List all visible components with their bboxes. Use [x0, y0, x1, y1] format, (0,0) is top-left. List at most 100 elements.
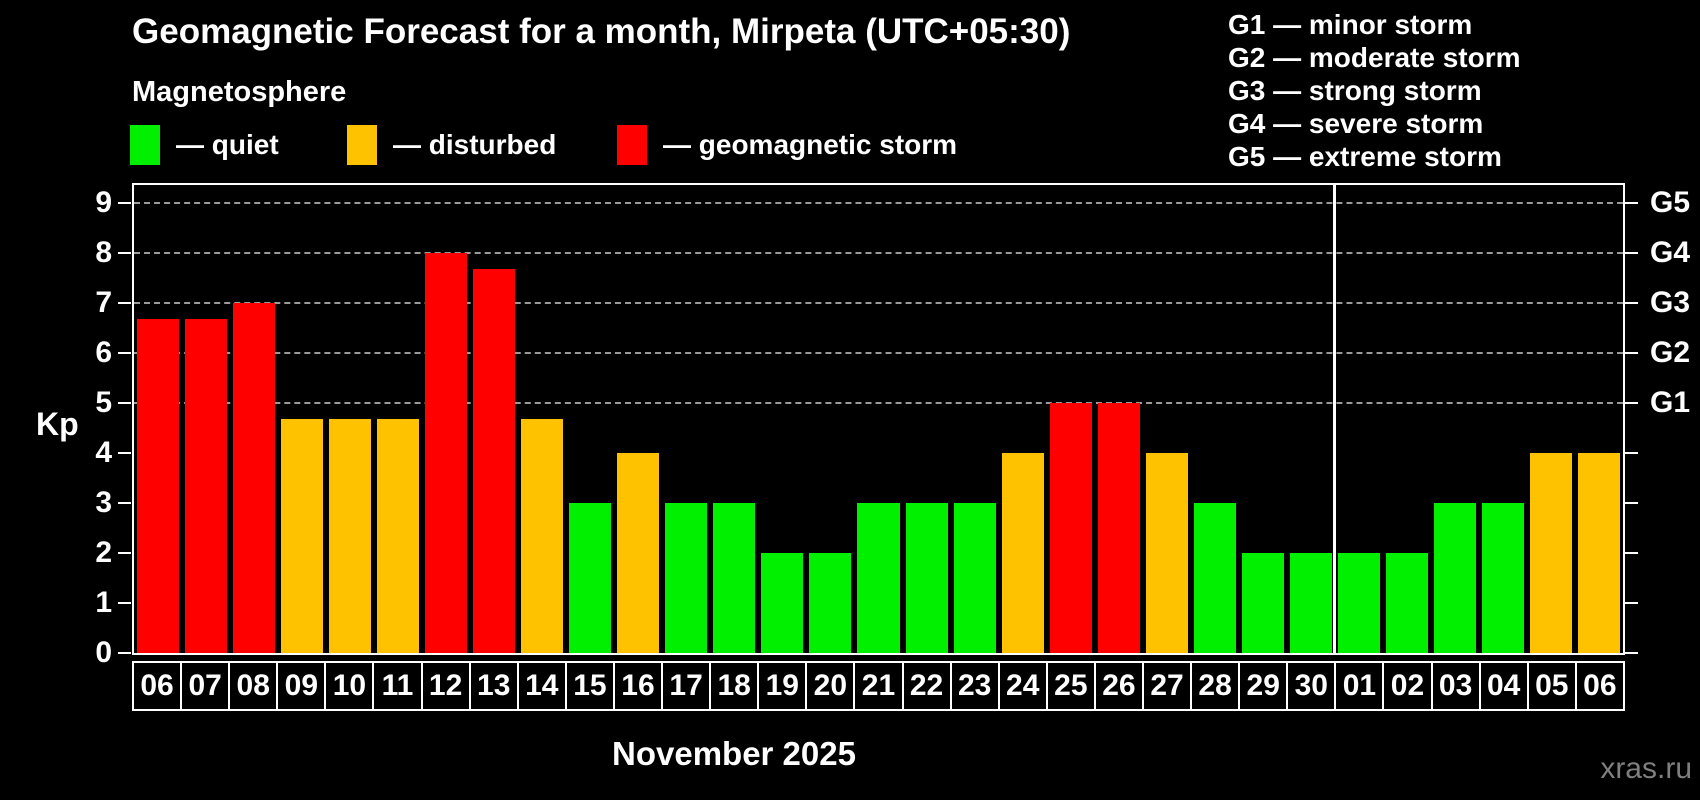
bar-day-11 — [377, 419, 420, 653]
gridline-kp-7 — [134, 302, 1623, 304]
day-cell-nov-24: 24 — [999, 663, 1048, 709]
day-cell-nov-16: 16 — [614, 663, 664, 709]
month-separator-line — [1333, 185, 1337, 653]
y-tick-label-0: 0 — [95, 636, 112, 669]
y-tick-label-5: 5 — [95, 386, 112, 419]
left-tick-1 — [118, 602, 131, 604]
day-cell-nov-29: 29 — [1240, 663, 1289, 709]
disturbed-swatch-icon — [347, 125, 377, 165]
day-cell-nov-10: 10 — [326, 663, 375, 709]
y-tick-label-7: 7 — [95, 286, 112, 319]
right-tick-6 — [1625, 352, 1638, 354]
day-cell-nov-09: 09 — [278, 663, 327, 709]
y-tick-label-2: 2 — [95, 536, 112, 569]
day-cell-nov-21: 21 — [855, 663, 904, 709]
left-tick-9 — [118, 202, 131, 204]
day-cell-nov-11: 11 — [374, 663, 423, 709]
y-tick-label-4: 4 — [95, 436, 112, 469]
left-tick-2 — [118, 552, 131, 554]
left-tick-5 — [118, 402, 131, 404]
day-cell-nov-18: 18 — [711, 663, 760, 709]
quiet-swatch-icon — [130, 125, 160, 165]
right-tick-1 — [1625, 602, 1638, 604]
g-legend-line-3: G3 — strong storm — [1228, 75, 1482, 106]
legend-item-quiet: — quiet — [130, 124, 279, 166]
right-tick-0 — [1625, 652, 1638, 654]
day-cell-nov-27: 27 — [1143, 663, 1193, 709]
g-scale-legend: G1 — minor storm G2 — moderate storm G3 — … — [1228, 8, 1521, 173]
g-legend-line-4: G4 — severe storm — [1228, 108, 1484, 139]
left-tick-3 — [118, 502, 131, 504]
day-cell-nov-28: 28 — [1192, 663, 1241, 709]
day-cell-dec-03: 03 — [1432, 663, 1481, 709]
bar-day-28 — [1193, 503, 1236, 653]
bar-day-16 — [617, 453, 660, 653]
left-tick-8 — [118, 252, 131, 254]
day-cell-nov-23: 23 — [951, 663, 1000, 709]
legend-item-disturbed: — disturbed — [347, 124, 556, 166]
day-cell-nov-07: 07 — [182, 663, 231, 709]
gridline-kp-6 — [134, 352, 1623, 354]
day-cell-dec-06: 06 — [1576, 663, 1623, 709]
y-axis-label: Kp — [36, 406, 79, 442]
bar-day-20 — [809, 553, 852, 653]
bar-day-06 — [1577, 453, 1620, 653]
day-cell-nov-14: 14 — [518, 663, 567, 709]
left-tick-6 — [118, 352, 131, 354]
bar-day-01 — [1337, 553, 1380, 653]
day-cell-nov-30: 30 — [1288, 663, 1337, 709]
day-cell-dec-05: 05 — [1528, 663, 1577, 709]
y-tick-label-6: 6 — [95, 336, 112, 369]
right-tick-5 — [1625, 402, 1638, 404]
bar-day-25 — [1049, 403, 1092, 653]
bar-day-17 — [665, 503, 708, 653]
bar-day-14 — [521, 419, 564, 653]
g-scale-label-G4: G4 — [1650, 236, 1691, 269]
bar-day-12 — [425, 253, 468, 653]
bar-day-15 — [569, 503, 612, 653]
gridline-kp-9 — [134, 202, 1623, 204]
day-cell-nov-22: 22 — [903, 663, 952, 709]
legend-label-disturbed: — disturbed — [393, 129, 557, 160]
chart-title: Geomagnetic Forecast for a month, Mirpet… — [132, 12, 1071, 51]
storm-swatch-icon — [617, 125, 647, 165]
left-tick-4 — [118, 452, 131, 454]
left-tick-0 — [118, 652, 131, 654]
bar-day-30 — [1289, 553, 1332, 653]
day-cell-nov-19: 19 — [759, 663, 808, 709]
g-scale-label-G3: G3 — [1650, 286, 1691, 319]
day-cell-nov-08: 08 — [230, 663, 279, 709]
day-cell-nov-25: 25 — [1047, 663, 1096, 709]
g-scale-label-G1: G1 — [1650, 386, 1691, 419]
right-tick-7 — [1625, 302, 1638, 304]
day-cell-nov-15: 15 — [566, 663, 615, 709]
bar-day-22 — [905, 503, 948, 653]
bar-day-05 — [1529, 453, 1572, 653]
y-tick-label-9: 9 — [95, 186, 112, 219]
bar-day-13 — [473, 269, 516, 653]
watermark: xras.ru — [1600, 752, 1692, 785]
right-tick-9 — [1625, 202, 1638, 204]
bar-day-19 — [761, 553, 804, 653]
y-tick-label-3: 3 — [95, 486, 112, 519]
legend-label-storm: — geomagnetic storm — [663, 129, 958, 160]
day-cell-nov-20: 20 — [807, 663, 856, 709]
bar-day-08 — [233, 303, 276, 653]
bar-day-04 — [1481, 503, 1524, 653]
right-tick-4 — [1625, 452, 1638, 454]
legend-item-storm: — geomagnetic storm — [617, 124, 957, 166]
y-tick-label-1: 1 — [95, 586, 112, 619]
g-legend-line-2: G2 — moderate storm — [1228, 42, 1521, 73]
right-tick-2 — [1625, 552, 1638, 554]
bar-day-23 — [953, 503, 996, 653]
g-legend-line-1: G1 — minor storm — [1228, 9, 1473, 40]
bar-day-26 — [1097, 403, 1140, 653]
right-tick-3 — [1625, 502, 1638, 504]
legend-label-quiet: — quiet — [176, 129, 279, 160]
bar-day-02 — [1385, 553, 1428, 653]
bar-day-03 — [1433, 503, 1476, 653]
g-scale-label-G5: G5 — [1650, 186, 1691, 219]
day-label-row: 06 07 08 09 10 11 12 13 14 15 16 17 18 19 20 21 22 23 24 25… — [132, 661, 1625, 711]
day-cell-nov-17: 17 — [663, 663, 712, 709]
